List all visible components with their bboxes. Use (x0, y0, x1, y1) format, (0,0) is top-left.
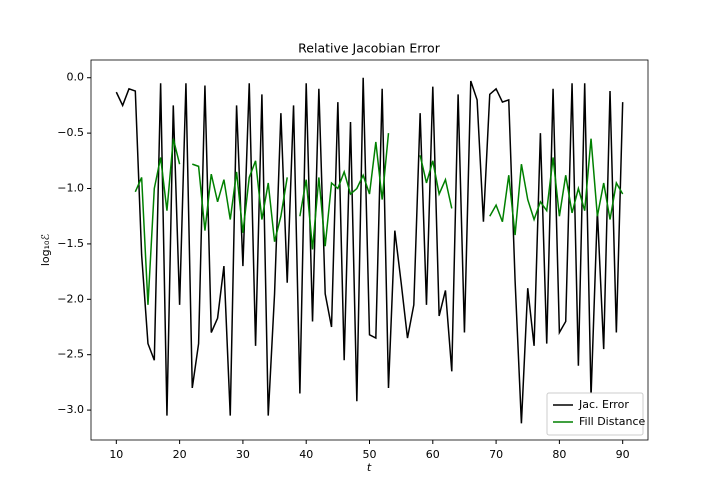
y-tick-label: −1.0 (57, 182, 84, 195)
x-tick-label: 40 (299, 448, 313, 461)
y-tick-label: −0.5 (57, 126, 84, 139)
x-tick-label: 90 (616, 448, 630, 461)
legend-label: Fill Distance (579, 415, 646, 428)
y-axis-label: log₁₀ℰ (39, 234, 52, 267)
y-tick-label: −3.0 (57, 403, 84, 416)
x-tick-label: 50 (363, 448, 377, 461)
x-axis-label: t (367, 461, 372, 474)
x-tick-label: 30 (236, 448, 250, 461)
x-tick-label: 70 (489, 448, 503, 461)
legend-label: Jac. Error (578, 398, 629, 411)
y-tick-label: −1.5 (57, 237, 84, 250)
legend-box (546, 392, 644, 436)
x-tick-label: 60 (426, 448, 440, 461)
chart-title: Relative Jacobian Error (298, 41, 441, 56)
x-tick-label: 20 (173, 448, 187, 461)
y-tick-label: 0.0 (67, 71, 85, 84)
x-tick-label: 10 (109, 448, 123, 461)
x-tick-label: 80 (552, 448, 566, 461)
data-line (115, 77, 624, 424)
data-line (134, 133, 624, 305)
legend: Jac. Error Fill Distance (546, 392, 646, 436)
y-tick-label: −2.0 (57, 292, 84, 305)
y-tick-label: −2.5 (57, 348, 84, 361)
plot-frame (90, 59, 649, 441)
